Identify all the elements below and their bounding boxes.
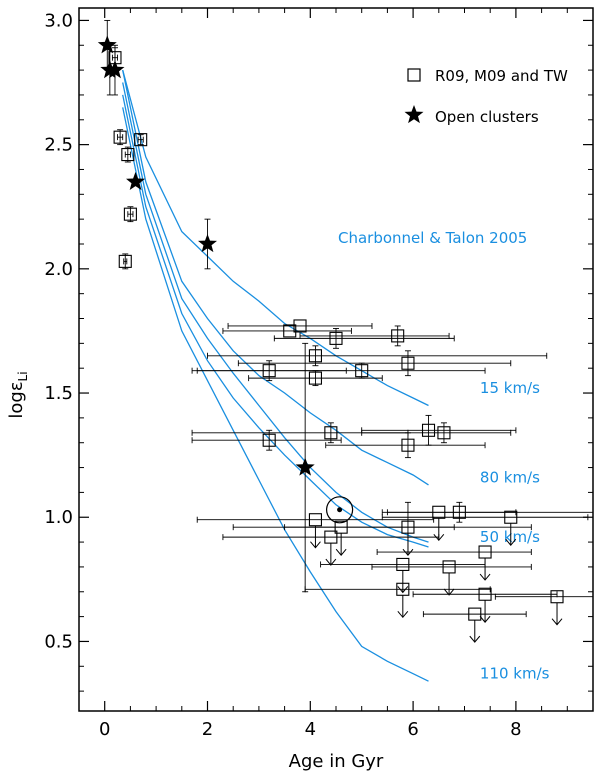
upper-limit-arrowhead	[551, 618, 563, 626]
x-tick-label: 6	[407, 719, 418, 740]
upper-limit-arrowhead	[433, 533, 445, 542]
field-star-marker	[123, 207, 137, 221]
y-tick-label: 1.5	[44, 383, 73, 404]
field-star-marker	[421, 423, 436, 437]
legend: R09, M09 and TW Open clusters	[404, 67, 568, 126]
model-curve	[122, 82, 429, 543]
model-curve	[122, 69, 429, 407]
field-star-marker	[308, 349, 322, 363]
legend-label-stars: Open clusters	[435, 108, 539, 126]
upper-limit-arrowhead	[479, 615, 491, 624]
model-title: Charbonnel & Talon 2005	[338, 229, 527, 247]
y-tick-label: 2.5	[44, 135, 73, 156]
field-star-marker	[437, 426, 451, 440]
field-star-marker	[283, 324, 297, 338]
y-axis-title-main: logε	[6, 381, 27, 418]
upper-limit-arrowhead	[402, 548, 414, 556]
model-curve-label: 110 km/s	[480, 665, 550, 683]
field-star-marker	[118, 254, 132, 268]
legend-square-marker	[407, 68, 421, 82]
open-cluster-star	[198, 234, 217, 253]
field-star-marker	[262, 364, 276, 378]
x-tick-label: 2	[202, 719, 213, 740]
field-star-marker	[401, 438, 415, 452]
model-curves: 15 km/s 80 km/s 50 km/s 110 km/s	[122, 69, 550, 683]
y-tick-label: 0.5	[44, 631, 73, 652]
model-curve	[122, 94, 429, 548]
upper-limit-arrowhead	[505, 538, 517, 547]
y-tick-label: 3.0	[44, 10, 73, 31]
ticks: 0 2 4 6 8 0.5 1.0 1.5 2.0 2.5 3.0	[44, 8, 593, 740]
upper-limit-arrowhead	[325, 558, 337, 566]
field-star-marker	[329, 331, 343, 345]
upper-limit-arrowhead	[443, 588, 455, 596]
y-tick-label: 1.0	[44, 507, 73, 528]
field-star-marker	[134, 133, 148, 147]
y-axis-title: logεLi	[6, 371, 30, 418]
upper-limit-arrowhead	[397, 610, 409, 619]
field-star-marker	[293, 319, 307, 333]
field-star-marker	[355, 364, 369, 378]
open-cluster-star	[105, 60, 125, 79]
field-star-marker	[324, 426, 338, 440]
x-tick-label: 4	[305, 719, 316, 740]
x-tick-label: 0	[99, 719, 110, 740]
open-cluster-star	[295, 457, 315, 476]
model-curve-label: 15 km/s	[480, 379, 540, 397]
sun-symbol-center	[337, 507, 343, 513]
open-cluster-star	[97, 35, 117, 54]
legend-star-marker	[404, 105, 424, 124]
model-curve-label: 80 km/s	[480, 468, 540, 486]
model-curve	[122, 69, 429, 486]
x-axis-title: Age in Gyr	[289, 751, 384, 772]
upper-limit-arrowhead	[335, 548, 347, 556]
field-star-marker	[391, 329, 405, 343]
sun-symbol	[325, 496, 354, 524]
open-cluster-star	[126, 171, 146, 190]
field-star-marker	[401, 356, 415, 370]
model-curve	[122, 107, 429, 682]
field-star-marker	[262, 433, 276, 447]
legend-label-squares: R09, M09 and TW	[435, 67, 568, 85]
y-tick-label: 2.0	[44, 259, 73, 280]
upper-limit-arrowhead	[469, 635, 481, 643]
y-axis-title-sub: Li	[16, 371, 30, 381]
upper-limit-arrowhead	[479, 573, 491, 581]
x-tick-label: 8	[510, 719, 521, 740]
field-star-marker	[113, 130, 127, 144]
upper-limit-arrowhead	[397, 586, 409, 594]
field-star-marker	[121, 148, 135, 162]
data-markers	[97, 35, 564, 643]
model-curve-label: 50 km/s	[480, 528, 540, 546]
field-star-marker	[308, 371, 322, 385]
upper-limit-arrowhead	[310, 541, 321, 549]
field-star-marker	[452, 505, 466, 519]
